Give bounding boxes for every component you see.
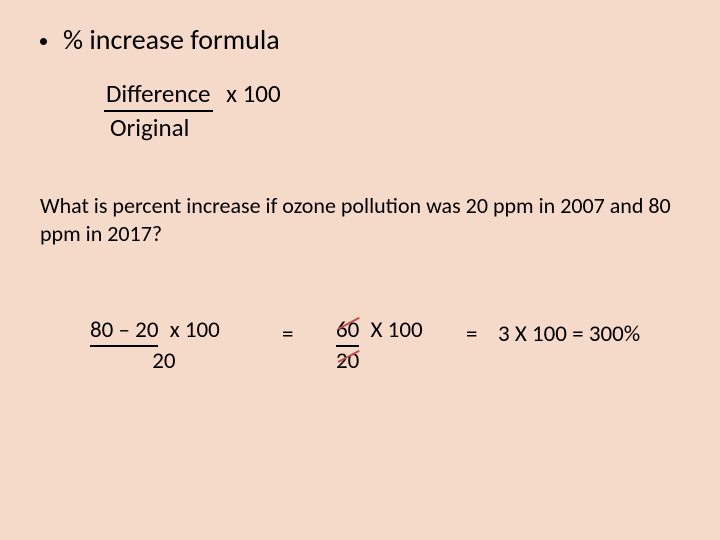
formula-multiplier: x 100 xyxy=(226,78,281,109)
formula-denominator: Original xyxy=(104,112,281,143)
calc-step2: 60 X 100 20 xyxy=(336,316,423,375)
calc-eq1: = xyxy=(282,320,293,348)
calc-step1-x: x 100 xyxy=(170,316,220,344)
formula-numerator: Difference xyxy=(104,78,213,112)
calc-step2-x: X 100 xyxy=(371,316,423,344)
calc-step2-top-wrap: 60 xyxy=(336,316,359,347)
bullet-dot xyxy=(40,38,47,45)
calc-step1-bot: 20 xyxy=(90,347,220,375)
calc-step2-bot-wrap: 20 xyxy=(336,347,359,375)
calc-step2-line1: 60 X 100 xyxy=(336,316,423,347)
formula-block: Difference x 100 Original xyxy=(104,78,281,143)
question-text: What is percent increase if ozone pollut… xyxy=(40,192,690,247)
calc-step2-top: 60 xyxy=(336,316,359,347)
bullet-title-row: % increase formula xyxy=(40,22,280,57)
calc-eq2: = xyxy=(466,320,477,348)
calc-step2-bot: 20 xyxy=(336,347,359,375)
bullet-title: % increase formula xyxy=(63,22,280,57)
calc-step1: 80 – 20 x 100 20 xyxy=(90,316,220,375)
calc-step1-line1: 80 – 20 x 100 xyxy=(90,316,220,347)
calc-step3: 3 X 100 = 300% xyxy=(498,320,640,348)
formula-line1: Difference x 100 xyxy=(104,78,281,112)
calc-step1-top: 80 – 20 xyxy=(90,316,158,347)
